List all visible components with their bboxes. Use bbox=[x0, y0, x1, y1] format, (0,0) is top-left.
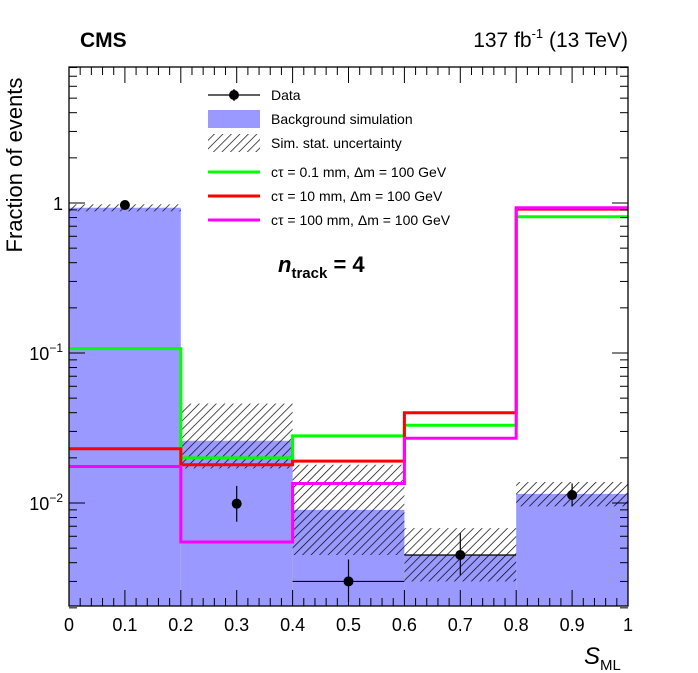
legend-data-marker bbox=[229, 90, 239, 100]
plot-area: 0 0.1 0.2 0.3 0.4 0.5 0.6 0.7 0.8 0.9 1 1 10−1 10−2 bbox=[29, 66, 633, 635]
data-point-3 bbox=[343, 576, 354, 587]
x-tick-label: 0.4 bbox=[280, 615, 305, 635]
legend-signal-3-label: cτ = 100 mm, Δm = 100 GeV bbox=[271, 212, 451, 228]
x-tick-label: 0.6 bbox=[392, 615, 417, 635]
experiment-label: CMS bbox=[80, 29, 127, 52]
background-bar-5 bbox=[516, 493, 628, 606]
x-tick-label: 0.5 bbox=[336, 615, 361, 635]
legend: Data Background simulation Sim. stat. un… bbox=[208, 87, 451, 228]
legend-signal-1-label: cτ = 0.1 mm, Δm = 100 GeV bbox=[271, 164, 447, 180]
uncertainty-band-3 bbox=[292, 464, 405, 556]
x-axis-label: SML bbox=[584, 643, 621, 673]
x-tick-label: 0.1 bbox=[112, 615, 137, 635]
legend-data-label: Data bbox=[271, 87, 301, 103]
x-tick-label: 0 bbox=[64, 615, 74, 635]
background-bar-1 bbox=[69, 207, 181, 607]
ntrack-annotation: ntrack = 4 bbox=[278, 252, 365, 282]
y-tick-label: 1 bbox=[53, 194, 63, 214]
legend-background-label: Background simulation bbox=[271, 111, 413, 127]
x-tick-label: 0.3 bbox=[224, 615, 249, 635]
y-tick-label: 10−2 bbox=[29, 491, 63, 514]
data-point-5 bbox=[567, 490, 578, 501]
x-tick-label: 1 bbox=[623, 615, 633, 635]
x-tick-label: 0.8 bbox=[504, 615, 529, 635]
x-tick-label: 0.2 bbox=[168, 615, 193, 635]
legend-background-swatch bbox=[208, 110, 260, 128]
y-axis-label: Fraction of events bbox=[2, 78, 27, 253]
signal-3-line bbox=[69, 206, 628, 544]
y-tick-label: 10−1 bbox=[29, 341, 63, 364]
legend-signal-2-label: cτ = 10 mm, Δm = 100 GeV bbox=[271, 188, 443, 204]
data-point-4 bbox=[455, 550, 466, 561]
legend-uncertainty-swatch bbox=[208, 134, 260, 152]
luminosity-label: 137 fb-1 (13 TeV) bbox=[473, 26, 628, 52]
data-point-1 bbox=[119, 199, 130, 210]
x-tick-label: 0.9 bbox=[560, 615, 585, 635]
legend-uncertainty-label: Sim. stat. uncertainty bbox=[271, 135, 402, 151]
x-tick-label: 0.7 bbox=[448, 615, 473, 635]
data-point-2 bbox=[231, 498, 242, 509]
